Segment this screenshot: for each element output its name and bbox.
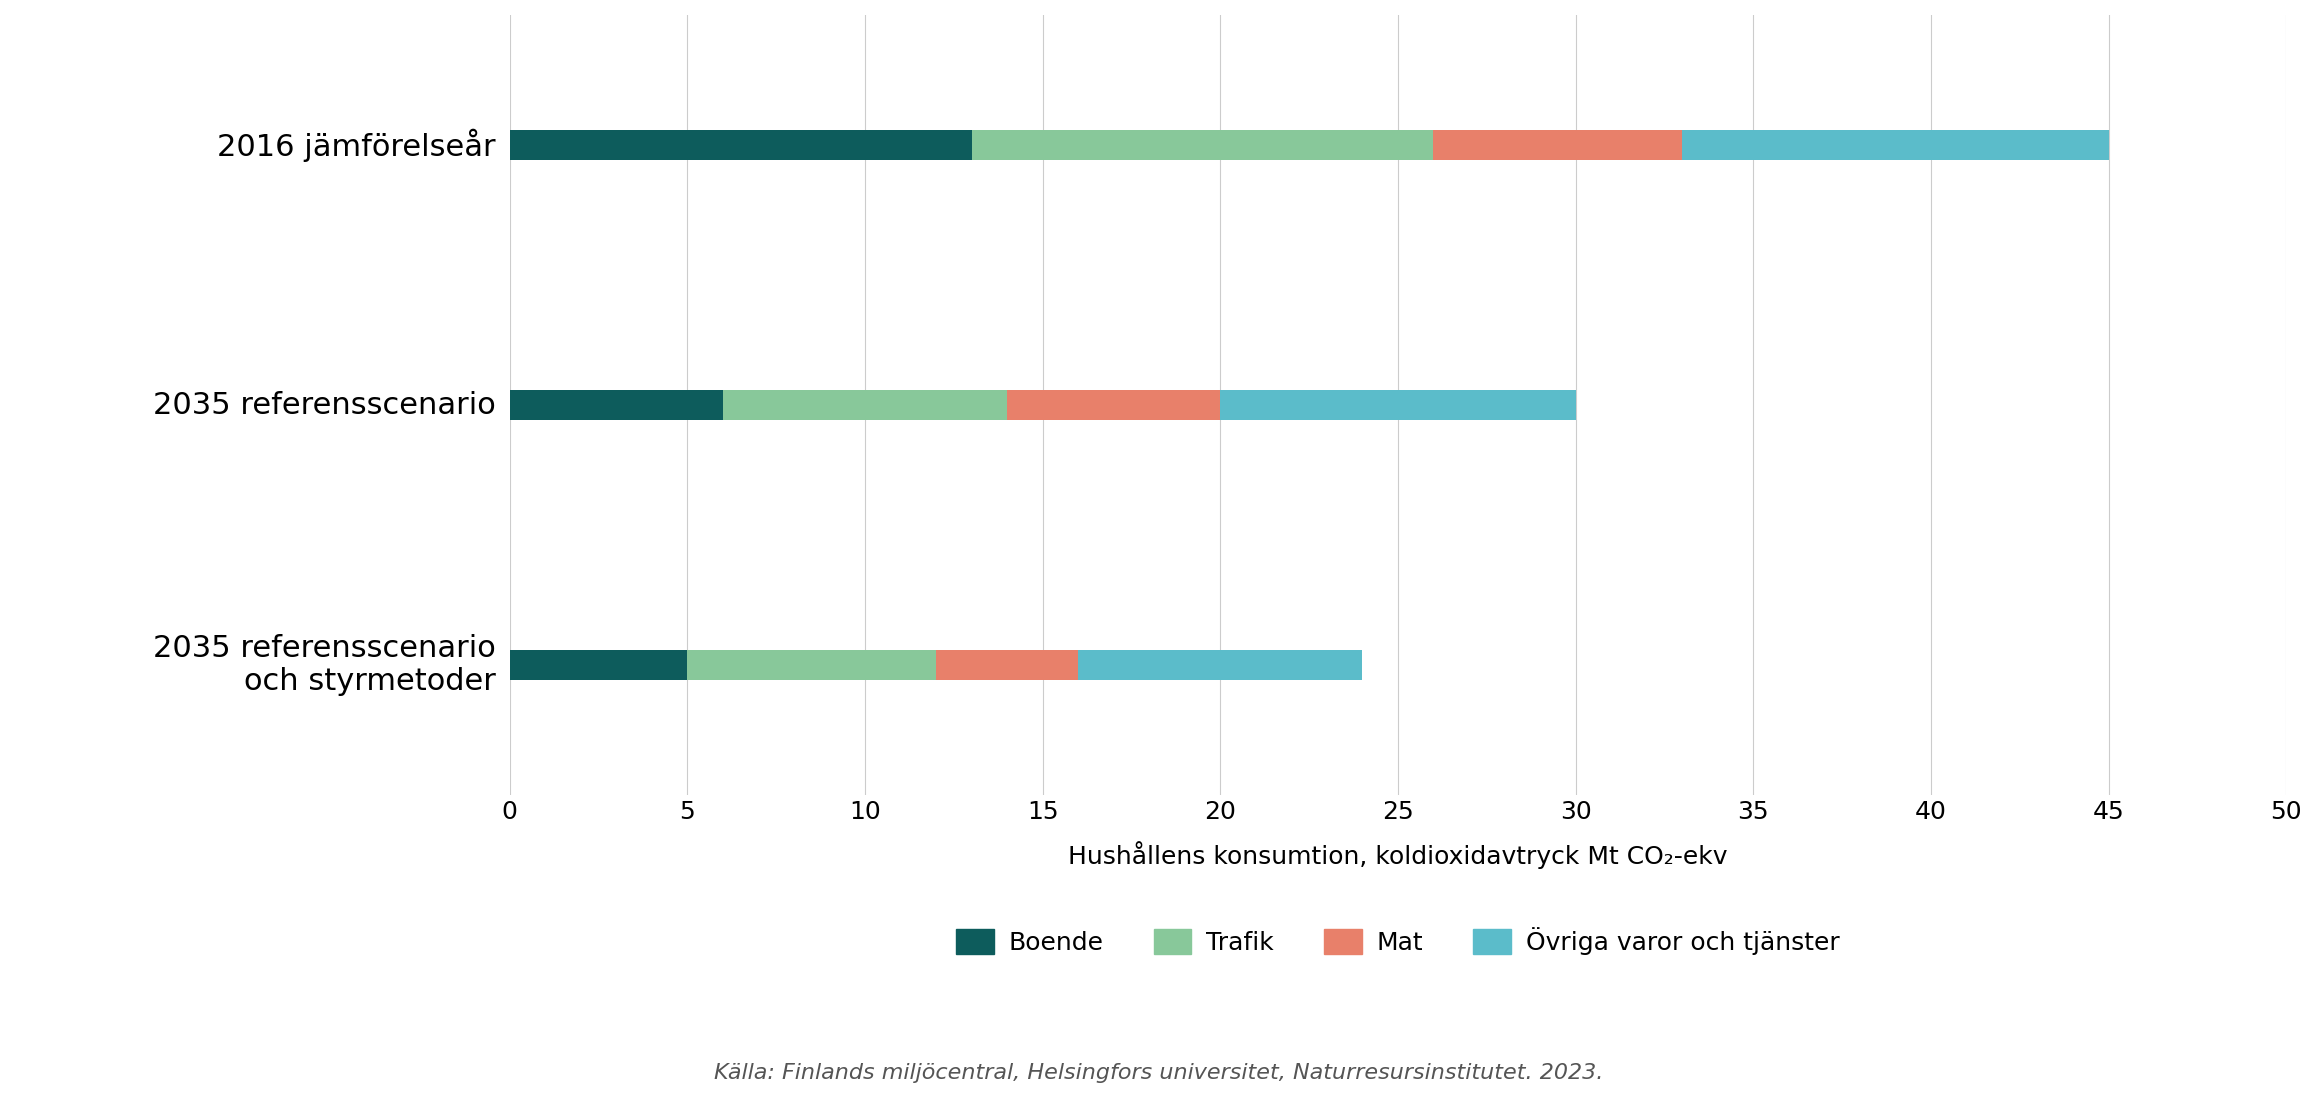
Bar bbox=[1221, 390, 1576, 420]
Bar bbox=[1682, 130, 2108, 160]
Bar bbox=[1434, 130, 1682, 160]
Bar bbox=[510, 130, 971, 160]
Bar bbox=[723, 390, 1008, 420]
Bar bbox=[1077, 650, 1362, 680]
Legend: Boende, Trafik, Mat, Övriga varor och tjänster: Boende, Trafik, Mat, Övriga varor och tj… bbox=[945, 917, 1849, 965]
Bar bbox=[510, 390, 723, 420]
Bar bbox=[936, 650, 1077, 680]
Bar bbox=[688, 650, 936, 680]
Text: Källa: Finlands miljöcentral, Helsingfors universitet, Naturresursinstitutet. 20: Källa: Finlands miljöcentral, Helsingfor… bbox=[714, 1063, 1603, 1083]
X-axis label: Hushållens konsumtion, koldioxidavtryck Mt CO₂-ekv: Hushållens konsumtion, koldioxidavtryck … bbox=[1068, 841, 1728, 868]
Bar bbox=[1008, 390, 1221, 420]
Bar bbox=[971, 130, 1434, 160]
Bar bbox=[510, 650, 688, 680]
